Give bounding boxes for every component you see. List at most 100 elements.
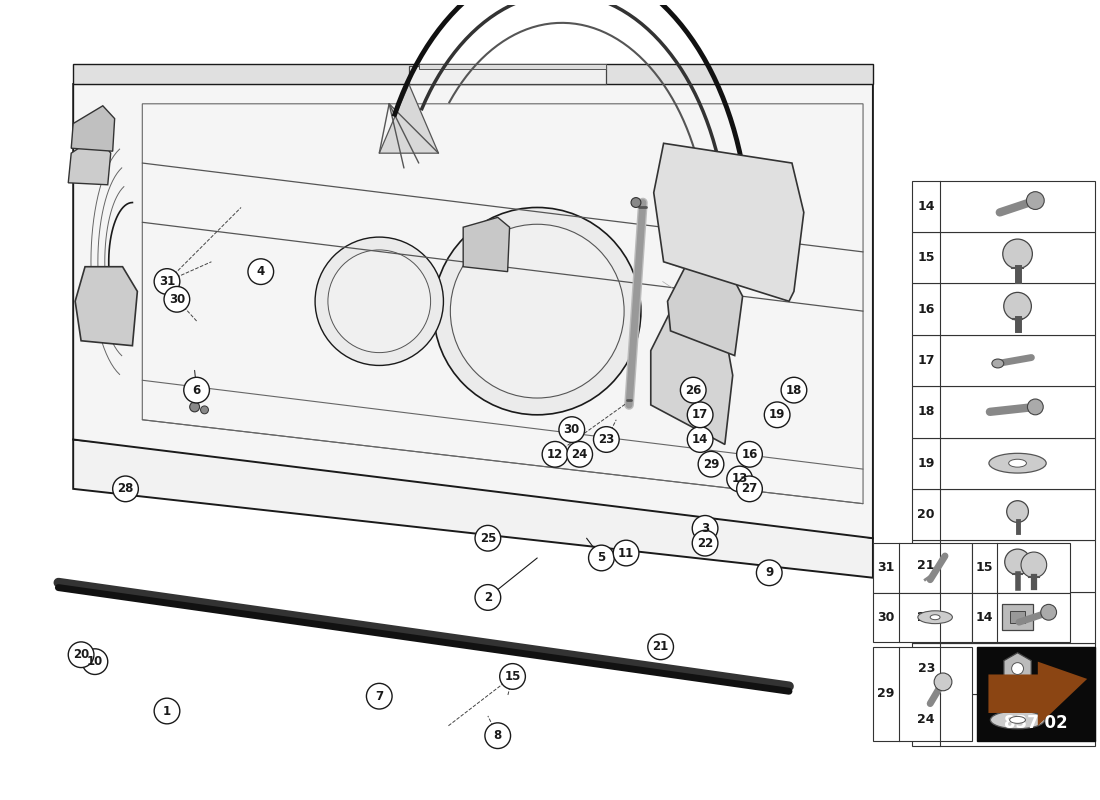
- Circle shape: [184, 378, 209, 403]
- Circle shape: [757, 560, 782, 586]
- Bar: [912, 438, 1096, 489]
- Text: 18: 18: [917, 406, 935, 418]
- Text: 24: 24: [572, 448, 587, 461]
- Bar: [873, 647, 971, 741]
- Circle shape: [764, 402, 790, 428]
- Polygon shape: [1004, 653, 1031, 684]
- Text: 14: 14: [976, 610, 993, 624]
- Polygon shape: [74, 64, 873, 84]
- Circle shape: [648, 634, 673, 660]
- Polygon shape: [653, 143, 804, 302]
- Bar: [409, 66, 606, 84]
- Bar: [912, 386, 1096, 438]
- Circle shape: [154, 269, 179, 294]
- Polygon shape: [74, 439, 873, 578]
- Text: 9: 9: [766, 566, 773, 579]
- Circle shape: [1021, 552, 1047, 578]
- Text: 27: 27: [741, 482, 758, 495]
- Circle shape: [248, 259, 274, 285]
- Circle shape: [692, 515, 718, 541]
- Ellipse shape: [990, 711, 1045, 729]
- Text: 30: 30: [168, 293, 185, 306]
- Bar: [1010, 611, 1025, 623]
- Circle shape: [475, 526, 500, 551]
- Text: 4: 4: [256, 265, 265, 278]
- Circle shape: [688, 402, 713, 428]
- Text: 24: 24: [917, 714, 935, 726]
- Text: 2: 2: [484, 591, 492, 604]
- Circle shape: [681, 378, 706, 403]
- Text: 19: 19: [769, 408, 785, 422]
- Text: a passion for parts since: a passion for parts since: [280, 406, 518, 474]
- Circle shape: [727, 466, 752, 492]
- Circle shape: [154, 698, 179, 724]
- Circle shape: [200, 406, 209, 414]
- Ellipse shape: [917, 610, 953, 624]
- Circle shape: [485, 723, 510, 749]
- Text: 16: 16: [917, 302, 935, 316]
- Text: 30: 30: [563, 423, 580, 436]
- Text: 31: 31: [877, 562, 894, 574]
- Circle shape: [698, 451, 724, 477]
- Circle shape: [366, 683, 392, 709]
- Text: 7: 7: [375, 690, 383, 702]
- Text: 21: 21: [917, 559, 935, 572]
- Bar: [912, 283, 1096, 335]
- Circle shape: [1003, 292, 1032, 320]
- Ellipse shape: [989, 454, 1046, 473]
- Circle shape: [559, 417, 584, 442]
- Circle shape: [1027, 399, 1043, 415]
- Circle shape: [1041, 604, 1057, 620]
- Text: 28: 28: [118, 482, 134, 495]
- Circle shape: [112, 476, 139, 502]
- Text: 22: 22: [697, 537, 713, 550]
- Circle shape: [68, 642, 94, 667]
- Bar: [912, 643, 1096, 694]
- Bar: [971, 593, 1070, 642]
- Ellipse shape: [931, 614, 940, 620]
- Circle shape: [542, 442, 568, 467]
- Bar: [419, 64, 606, 70]
- Text: 15: 15: [917, 251, 935, 264]
- Circle shape: [737, 476, 762, 502]
- Circle shape: [614, 540, 639, 566]
- Text: 14: 14: [692, 433, 708, 446]
- Text: 17: 17: [692, 408, 708, 422]
- Polygon shape: [75, 266, 138, 346]
- Polygon shape: [668, 266, 742, 355]
- Bar: [1002, 604, 1033, 630]
- Text: 14: 14: [917, 200, 935, 213]
- Text: 12: 12: [547, 448, 563, 461]
- Text: 6: 6: [192, 384, 200, 397]
- Polygon shape: [74, 84, 873, 538]
- Ellipse shape: [1009, 459, 1026, 467]
- Text: 31: 31: [158, 275, 175, 288]
- Circle shape: [450, 224, 624, 398]
- Text: 8: 8: [494, 729, 502, 742]
- Circle shape: [475, 585, 500, 610]
- Text: 26: 26: [685, 384, 702, 397]
- Circle shape: [934, 673, 952, 690]
- Circle shape: [781, 378, 806, 403]
- Bar: [873, 593, 971, 642]
- Bar: [977, 647, 1096, 741]
- Polygon shape: [651, 311, 733, 445]
- Circle shape: [631, 198, 641, 207]
- Text: 19: 19: [917, 457, 935, 470]
- Text: 18: 18: [785, 384, 802, 397]
- Text: 17: 17: [917, 354, 935, 367]
- Circle shape: [1006, 501, 1028, 522]
- Circle shape: [692, 530, 718, 556]
- Bar: [912, 489, 1096, 540]
- Ellipse shape: [992, 359, 1003, 368]
- Text: 15: 15: [505, 670, 520, 683]
- Circle shape: [1026, 192, 1044, 210]
- Text: 15: 15: [976, 562, 993, 574]
- Bar: [873, 543, 971, 593]
- Text: 21: 21: [652, 640, 669, 654]
- Text: 22: 22: [917, 610, 935, 624]
- Bar: [912, 232, 1096, 283]
- Polygon shape: [72, 106, 114, 151]
- Text: 11: 11: [618, 546, 635, 559]
- Bar: [971, 543, 1070, 593]
